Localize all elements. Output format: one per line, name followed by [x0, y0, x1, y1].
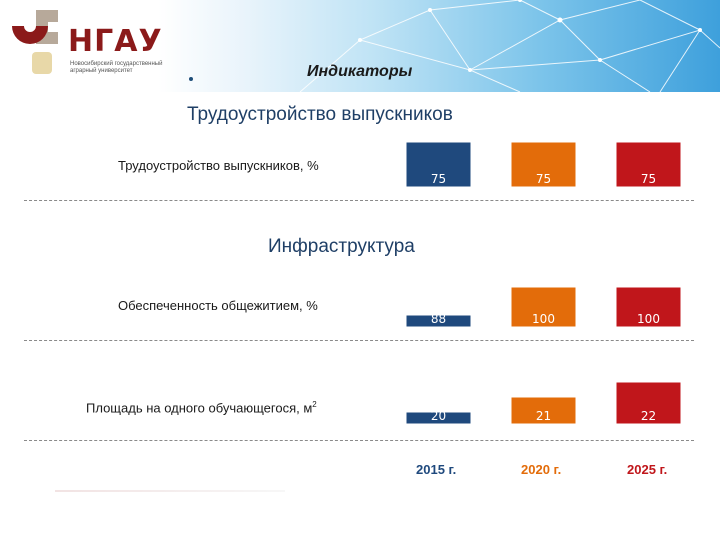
year-label-2015: 2015 г.: [416, 462, 457, 477]
bar-value-label-1-2: 100: [637, 312, 660, 326]
bar-1-2: [615, 286, 682, 328]
bar-value-label-2-1: 21: [536, 409, 551, 423]
bar-0-0: [405, 141, 472, 188]
logo: НГАУ Новосибирский государственный аграр…: [6, 6, 176, 78]
bar-2-2: [615, 381, 682, 425]
bar-value-label-1-0: 88: [431, 312, 446, 326]
bar-2-1: [510, 396, 577, 425]
footer-decoration: [55, 490, 285, 492]
logo-text: НГАУ: [68, 24, 163, 59]
slide-subtitle-text: Индикаторы: [307, 63, 413, 80]
year-label-2020: 2020 г.: [521, 462, 562, 477]
row-label-dormitory: Обеспеченность общежитием, %: [118, 298, 318, 313]
bar-2-0: [405, 411, 472, 425]
section-title-employment: Трудоустройство выпускников: [187, 104, 453, 125]
bar-value-label-2-0: 20: [431, 409, 446, 423]
section-title-infrastructure: Инфраструктура: [268, 236, 415, 257]
bar-value-label-0-2: 75: [641, 172, 656, 186]
bar-value-label-0-0: 75: [431, 172, 446, 186]
logo-subtitle: Новосибирский государственный аграрный у…: [70, 61, 163, 74]
logo-emblem-icon: [11, 10, 58, 74]
year-label-2025: 2025 г.: [627, 462, 668, 477]
row-label-area-text: Площадь на одного обучающегося, м: [86, 400, 313, 416]
header-banner: НГАУ Новосибирский государственный аграр…: [0, 0, 720, 92]
row-label-area: Площадь на одного обучающегося, м2: [86, 400, 317, 415]
row-label-employment: Трудоустройство выпускников, %: [118, 158, 319, 173]
row-divider: [24, 340, 694, 341]
bar-value-label-1-1: 100: [532, 312, 555, 326]
bar-value-label-0-1: 75: [536, 172, 551, 186]
bar-value-label-2-2: 22: [641, 409, 656, 423]
row-divider: [24, 200, 694, 201]
bar-0-1: [510, 141, 577, 188]
slide-subtitle: Индикаторы: [185, 63, 445, 85]
network-decoration: [299, 0, 720, 92]
bar-1-0: [405, 314, 472, 328]
row-divider: [24, 440, 694, 441]
bar-1-1: [510, 286, 577, 328]
bullet-dot: [189, 77, 193, 81]
row-label-area-unit: 2: [312, 400, 317, 409]
bar-0-2: [615, 141, 682, 188]
